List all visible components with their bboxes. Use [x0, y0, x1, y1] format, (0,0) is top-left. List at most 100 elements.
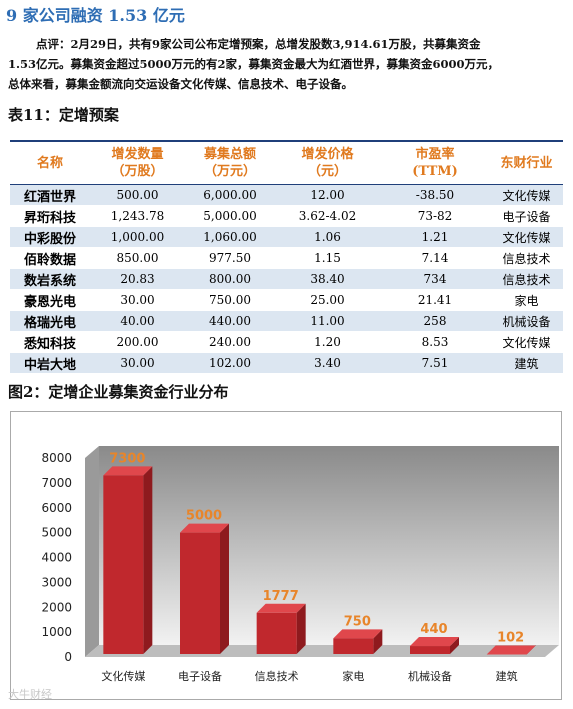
column-header: 增发价格 （元）: [275, 140, 380, 185]
bar: [256, 603, 306, 654]
table-cell: 8.53: [380, 331, 490, 353]
bar: [410, 637, 459, 654]
table-cell: 1.21: [380, 226, 490, 248]
table-cell: 734: [380, 268, 490, 290]
y-tick-label: 4000: [41, 551, 72, 565]
table-cell: 红酒世界: [10, 184, 90, 206]
table-row: 格瑞光电 40.00 440.00 11.00 258 机械设备: [10, 310, 563, 332]
table-cell: -38.50: [380, 184, 490, 206]
table-cell: 电子设备: [490, 205, 563, 227]
bar-side: [373, 629, 383, 654]
table-cell: 3.62-4.02: [275, 205, 380, 227]
paragraph-line: 总体来看，募集金额流向交运设备文化传媒、信息技术、电子设备。: [8, 77, 353, 91]
bar-side: [143, 466, 153, 654]
data-label: 5000: [186, 509, 222, 524]
table-cell: 977.50: [185, 247, 275, 269]
table-cell: 机械设备: [490, 310, 563, 332]
table-cell: 昇珩科技: [10, 205, 90, 227]
table-cell: 500.00: [90, 184, 185, 206]
table-row: 中岩大地 30.00 102.00 3.40 7.51 建筑: [10, 352, 563, 374]
page-title: 9 家公司融资 1.53 亿元: [6, 6, 185, 25]
table-cell: 25.00: [275, 289, 380, 311]
column-header: 东财行业: [490, 140, 563, 185]
table-cell: 1,060.00: [185, 226, 275, 248]
data-label: 750: [344, 614, 371, 629]
bar-top: [410, 637, 459, 647]
table-cell: 5,000.00: [185, 205, 275, 227]
table-cell: 文化传媒: [490, 331, 563, 353]
table-cell: 1.06: [275, 226, 380, 248]
bar: [486, 645, 536, 655]
bar-front: [410, 646, 450, 654]
table-cell: 格瑞光电: [10, 310, 90, 332]
table-cell: 440.00: [185, 310, 275, 332]
table-cell: 20.83: [90, 268, 185, 290]
data-label: 7300: [109, 451, 145, 466]
table-cell: 850.00: [90, 247, 185, 269]
table-cell: 文化传媒: [490, 184, 563, 206]
bar-front: [180, 532, 220, 654]
bar-front: [333, 638, 374, 654]
table-cell: 750.00: [185, 289, 275, 311]
table-cell: 豪恩光电: [10, 289, 90, 311]
table-cell: 数岩系统: [10, 268, 90, 290]
table-cell: 102.00: [185, 352, 275, 374]
data-label: 440: [420, 622, 447, 637]
y-tick-label: 5000: [41, 526, 72, 540]
table-cell: 信息技术: [490, 268, 563, 290]
y-tick-label: 7000: [41, 476, 72, 490]
column-header: 名称: [10, 140, 90, 185]
side-wall: [85, 446, 99, 657]
column-header: 市盈率 (TTM): [380, 140, 490, 185]
x-tick-label: 信息技术: [255, 669, 299, 683]
table-cell: 240.00: [185, 331, 275, 353]
table-cell: 1,243.78: [90, 205, 185, 227]
data-label: 102: [497, 630, 524, 645]
table-cell: 佰聆数据: [10, 247, 90, 269]
table-cell: 258: [380, 310, 490, 332]
bar-front: [103, 475, 144, 654]
bar-side: [220, 523, 229, 654]
table-row: 昇珩科技 1,243.78 5,000.00 3.62-4.02 73-82 电子设备: [10, 205, 563, 227]
table-row: 佰聆数据 850.00 977.50 1.15 7.14 信息技术: [10, 247, 563, 269]
table-cell: 中岩大地: [10, 352, 90, 374]
bar-side: [296, 603, 306, 654]
bar-top: [180, 523, 229, 533]
table-caption: 表11：定增预案: [8, 106, 119, 124]
table-cell: 7.51: [380, 352, 490, 374]
table-cell: 73-82: [380, 205, 490, 227]
paragraph-line: 1.53亿元。募集资金超过5000万元的有2家，募集资金最大为红酒世界，募集资金…: [8, 57, 500, 71]
table-cell: 3.40: [275, 352, 380, 374]
table-row: 数岩系统 20.83 800.00 38.40 734 信息技术: [10, 268, 563, 290]
data-table: 名称 增发数量 （万股） 募集总额 （万元） 增发价格 （元） 市盈率 (TTM) 东财行…: [10, 140, 563, 374]
table-cell: 21.41: [380, 289, 490, 311]
watermark: 大牛财经: [8, 687, 52, 701]
y-tick-label: 0: [64, 650, 72, 664]
table-cell: 30.00: [90, 352, 185, 374]
bar-top: [103, 466, 153, 476]
table-cell: 信息技术: [490, 247, 563, 269]
y-tick-label: 1000: [41, 625, 72, 639]
table-cell: 40.00: [90, 310, 185, 332]
y-tick-label: 2000: [41, 600, 72, 614]
bar-side: [450, 637, 459, 654]
bar-top: [486, 645, 536, 655]
figure-caption: 图2：定增企业募集资金行业分布: [8, 383, 229, 401]
x-tick-label: 建筑: [496, 669, 518, 683]
column-header: 增发数量 （万股）: [90, 140, 185, 185]
paragraph-line: 点评：2月29日，共有9家公司公布定增预案，总增发股数3,914.61万股，共募…: [36, 37, 481, 51]
y-tick-label: 6000: [41, 501, 72, 515]
bar-top: [256, 603, 306, 613]
table-cell: 11.00: [275, 310, 380, 332]
table-row: 中彩股份 1,000.00 1,060.00 1.06 1.21 文化传媒: [10, 226, 563, 248]
table-cell: 30.00: [90, 289, 185, 311]
table-cell: 1.15: [275, 247, 380, 269]
table-row: 豪恩光电 30.00 750.00 25.00 21.41 家电: [10, 289, 563, 311]
table-cell: 200.00: [90, 331, 185, 353]
table-cell: 建筑: [490, 352, 563, 374]
x-tick-label: 电子设备: [178, 669, 222, 683]
bar: [180, 523, 229, 654]
bar-top: [333, 629, 383, 639]
bar: [103, 466, 153, 654]
